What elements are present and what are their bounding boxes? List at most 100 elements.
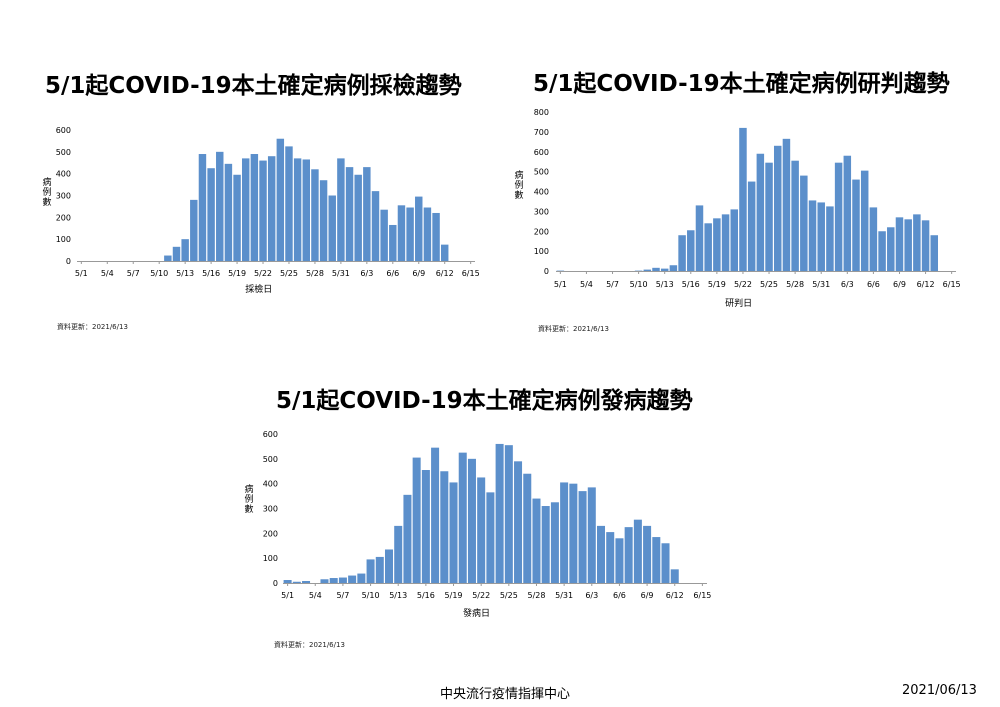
x-tick-label: 5/28 bbox=[786, 280, 804, 289]
y-tick-label: 200 bbox=[263, 529, 278, 538]
x-tick-label: 6/12 bbox=[436, 269, 454, 278]
bar-6/9 bbox=[643, 525, 652, 583]
bar-6/6 bbox=[389, 224, 397, 261]
x-tick-label: 5/10 bbox=[362, 591, 380, 600]
bar-5/31 bbox=[337, 158, 345, 261]
y-tick-label: 200 bbox=[56, 213, 71, 222]
bar-5/19 bbox=[713, 218, 721, 271]
bar-5/15 bbox=[678, 235, 686, 271]
x-tick-label: 5/19 bbox=[228, 269, 246, 278]
y-tick-label: 400 bbox=[263, 480, 278, 489]
update-note-confirmation: 資料更新：2021/6/13 bbox=[538, 325, 609, 333]
bar-6/8 bbox=[633, 519, 642, 583]
bar-5/25 bbox=[765, 162, 773, 271]
bar-5/19 bbox=[233, 174, 241, 261]
bar-5/20 bbox=[241, 158, 250, 261]
bar-6/7 bbox=[878, 231, 886, 271]
bar-6/5 bbox=[606, 532, 615, 583]
chart-title-confirmation: 5/1起COVID-19本土確定病例研判趨勢 bbox=[533, 71, 950, 97]
x-tick-label: 5/31 bbox=[332, 269, 350, 278]
bar-5/17 bbox=[431, 447, 440, 583]
y-tick-label: 500 bbox=[263, 455, 278, 464]
bar-6/10 bbox=[652, 537, 661, 583]
bar-5/18 bbox=[440, 471, 449, 583]
bar-5/13 bbox=[394, 525, 403, 583]
bar-5/21 bbox=[467, 458, 476, 583]
bar-5/15 bbox=[412, 457, 421, 583]
footer-org: 中央流行疫情指揮中心 bbox=[440, 687, 571, 702]
bar-5/27 bbox=[782, 138, 791, 271]
x-tick-label: 5/16 bbox=[202, 269, 220, 278]
x-tick-label: 6/6 bbox=[613, 591, 626, 600]
bar-6/2 bbox=[354, 174, 362, 261]
bar-6/9 bbox=[895, 217, 904, 271]
y-tick-label: 700 bbox=[534, 128, 549, 137]
x-tick-label: 5/4 bbox=[580, 280, 593, 289]
bar-6/10 bbox=[904, 219, 912, 271]
y-tick-label: 500 bbox=[534, 168, 549, 177]
bar-5/1 bbox=[283, 580, 292, 583]
y-tick-label: 400 bbox=[56, 170, 71, 179]
x-tick-label: 6/3 bbox=[585, 591, 598, 600]
bar-5/12 bbox=[172, 246, 181, 261]
y-tick-label: 100 bbox=[263, 554, 278, 563]
x-tick-label: 5/31 bbox=[555, 591, 573, 600]
y-axis-label: 病例數 bbox=[42, 176, 51, 208]
bar-6/6 bbox=[869, 207, 878, 271]
bar-6/5 bbox=[860, 170, 869, 271]
bar-5/18 bbox=[704, 223, 712, 271]
bar-5/13 bbox=[181, 239, 189, 261]
x-tick-label: 6/9 bbox=[412, 269, 425, 278]
y-tick-label: 600 bbox=[56, 126, 71, 135]
bar-6/2 bbox=[834, 162, 843, 271]
update-note-onset: 資料更新：2021/6/13 bbox=[274, 641, 345, 649]
bar-6/8 bbox=[887, 227, 895, 271]
bar-5/18 bbox=[224, 163, 233, 261]
x-tick-label: 5/4 bbox=[101, 269, 114, 278]
x-tick-label: 5/1 bbox=[281, 591, 294, 600]
bar-5/24 bbox=[756, 153, 765, 271]
footer-date: 2021/06/13 bbox=[902, 683, 977, 698]
bar-5/12 bbox=[384, 549, 394, 583]
bar-6/1 bbox=[826, 206, 834, 271]
bar-5/30 bbox=[550, 502, 559, 583]
x-tick-label: 5/28 bbox=[527, 591, 545, 600]
y-tick-label: 100 bbox=[534, 247, 549, 256]
bar-6/9 bbox=[415, 196, 423, 261]
x-tick-label: 5/22 bbox=[734, 280, 752, 289]
bar-5/28 bbox=[791, 160, 799, 271]
x-tick-label: 5/10 bbox=[630, 280, 648, 289]
chart-title-sampling: 5/1起COVID-19本土確定病例採檢趨勢 bbox=[45, 73, 462, 99]
bar-6/3 bbox=[843, 155, 852, 271]
bar-6/5 bbox=[380, 209, 388, 261]
x-tick-label: 5/7 bbox=[127, 269, 140, 278]
bar-5/20 bbox=[458, 452, 467, 584]
bar-6/11 bbox=[661, 543, 670, 583]
bar-5/22 bbox=[259, 160, 267, 261]
y-tick-label: 100 bbox=[56, 235, 71, 244]
bar-6/12 bbox=[921, 220, 930, 271]
bar-5/31 bbox=[817, 202, 825, 271]
bar-5/16 bbox=[421, 470, 430, 583]
x-tick-label: 6/15 bbox=[693, 591, 711, 600]
bar-5/17 bbox=[216, 151, 224, 261]
bar-6/4 bbox=[371, 191, 380, 261]
bar-6/2 bbox=[578, 491, 587, 583]
bar-5/30 bbox=[808, 200, 817, 271]
x-tick-label: 5/10 bbox=[150, 269, 168, 278]
bar-5/24 bbox=[495, 443, 504, 583]
bar-5/9 bbox=[357, 573, 366, 583]
bar-5/28 bbox=[532, 498, 541, 583]
bar-5/21 bbox=[250, 154, 259, 261]
x-axis-label: 研判日 bbox=[725, 297, 752, 309]
x-tick-label: 5/31 bbox=[812, 280, 830, 289]
bar-5/22 bbox=[477, 477, 486, 583]
bar-6/4 bbox=[852, 179, 860, 271]
y-axis-label: 病例數 bbox=[244, 483, 253, 515]
bar-5/6 bbox=[329, 578, 338, 583]
bar-6/10 bbox=[423, 207, 432, 261]
x-tick-label: 5/25 bbox=[280, 269, 298, 278]
bar-5/26 bbox=[773, 145, 782, 271]
